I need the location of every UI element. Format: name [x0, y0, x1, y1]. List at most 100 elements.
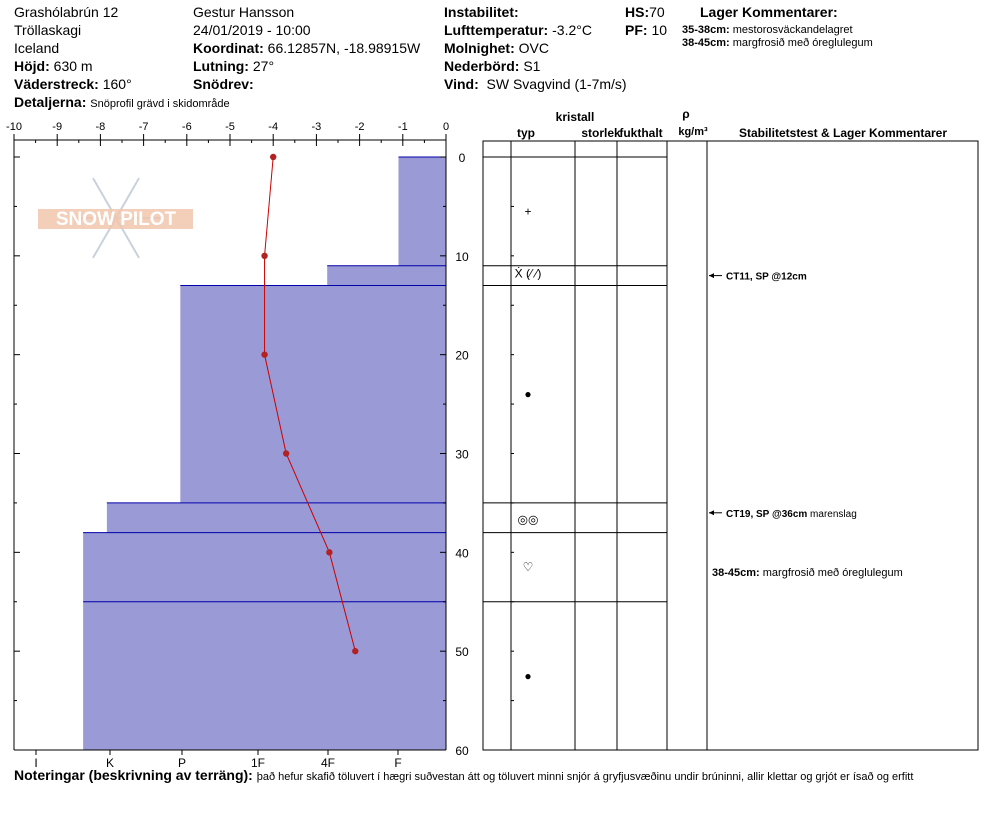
country-name: Iceland — [14, 40, 60, 56]
details-row: Detaljerna: Snöprofil grävd i skidområde — [14, 94, 230, 113]
watermark-band — [38, 209, 193, 229]
temperature-tick-label: -7 — [139, 121, 149, 133]
crystal-header: kristall — [556, 110, 595, 124]
pf-row: PF: 10 — [625, 22, 667, 39]
temperature-profile — [261, 153, 359, 655]
details-label: Detaljerna: — [14, 94, 87, 110]
temperature-tick-label: -5 — [225, 121, 235, 133]
depth-tick-label: 30 — [455, 448, 469, 462]
depth-tick-label: 20 — [455, 349, 469, 363]
notes-label: Noteringar (beskrivning av terräng): — [14, 767, 253, 783]
grain-type-symbol: ◎◎ — [518, 513, 539, 527]
layer-comment-1-text: mestorosväckandelagret — [732, 24, 853, 36]
hardness-bar — [83, 532, 447, 602]
clouds-label: Molnighet: — [444, 40, 515, 56]
snowdrift-label: Snödrev: — [193, 76, 254, 92]
hardness-tick-label: 4F — [321, 756, 335, 770]
hs-label: HS: — [625, 4, 650, 20]
notes-text: það hefur skafið töluvert í hægri suðves… — [256, 771, 914, 783]
grain-type-symbol: + — [524, 204, 531, 218]
instability-row: Instabilitet: — [444, 4, 519, 21]
temperature-tick-label: -2 — [355, 121, 365, 133]
clouds-value: OVC — [518, 40, 549, 56]
depth-tick-label: 0 — [459, 151, 466, 165]
depth-tick-label: 10 — [455, 250, 469, 264]
elevation-value: 630 m — [53, 58, 93, 74]
hardness-tick-label: K — [106, 756, 114, 770]
stability-test-label: CT19, SP @36cm marenslag — [726, 509, 857, 520]
grain-type-symbol: ● — [524, 669, 531, 683]
aspect-label: Väderstreck: — [14, 76, 99, 92]
layer-comment-2-range: 38-45cm: — [682, 37, 730, 49]
temperature-tick-label: 0 — [443, 121, 449, 133]
layer-comment-2-text: margfrosið með óreglulegum — [732, 37, 873, 49]
temperature-tick-label: -1 — [398, 121, 408, 133]
snowdrift-row: Snödrev: — [193, 76, 254, 93]
stability-arrow-head — [709, 510, 714, 516]
stability-header: Stabilitetstest & Lager Kommentarer — [739, 126, 947, 140]
aspect-value: 160° — [102, 76, 132, 92]
grain-type-symbol: ● — [524, 387, 531, 401]
details-value: Snöprofil grävd i skidområde — [90, 98, 230, 110]
grain-type-symbol: ♡ — [523, 560, 534, 574]
hardness-bar — [327, 265, 446, 286]
pf-value: 10 — [651, 22, 668, 38]
density-unit-header: kg/m³ — [678, 126, 708, 138]
hardness-bar — [83, 601, 447, 750]
hardness-bar — [106, 502, 446, 533]
table-layer-comment: 38-45cm: margfrosið með óreglulegum — [712, 567, 903, 579]
precip-value: S1 — [523, 58, 541, 74]
temperature-point — [261, 351, 268, 358]
slope-row: Lutning: 27° — [193, 58, 274, 75]
hardness-tick-label: P — [178, 756, 186, 770]
type-header: typ — [517, 126, 535, 140]
coordinate-label: Koordinat: — [193, 40, 264, 56]
elevation-label: Höjd: — [14, 58, 50, 74]
pf-label: PF: — [625, 22, 648, 38]
instability-label: Instabilitet: — [444, 4, 519, 20]
snow-profile-chart: SNOW PILOT -10 -9 -8 -7 -6 -5 -4 -3 -2 -1 00102030… — [6, 107, 979, 770]
hardness-bar — [180, 285, 446, 503]
depth-tick-label: 60 — [455, 744, 469, 758]
coordinate-row: Koordinat: 66.12857N, -18.98915W — [193, 40, 420, 57]
layer-comment-1-range: 35-38cm: — [682, 24, 730, 36]
observer-name: Gestur Hansson — [193, 4, 295, 20]
elevation-row: Höjd: 630 m — [14, 58, 93, 75]
region-name: Tröllaskagi — [14, 22, 82, 38]
hs-value: 70 — [649, 4, 665, 20]
terrain-notes: Noteringar (beskrivning av terräng): það… — [14, 767, 913, 783]
temperature-point — [270, 153, 277, 161]
layer-comments-title: Lager Kommentarer: — [700, 4, 838, 21]
hardness-tick-label: 1F — [251, 756, 265, 770]
temperature-point — [326, 549, 333, 556]
slope-value: 27° — [252, 58, 275, 74]
hardness-tick-label: I — [34, 756, 37, 770]
precip-label: Nederbörd: — [444, 58, 520, 74]
airtemp-label: Lufttemperatur: — [444, 22, 549, 38]
temperature-tick-label: -4 — [268, 121, 278, 133]
wind-label: Vind: — [444, 76, 479, 92]
temperature-point — [282, 450, 290, 457]
temperature-tick-label: -3 — [312, 121, 322, 133]
size-header: storlek — [581, 126, 621, 140]
observation-datetime: 24/01/2019 - 10:00 — [193, 22, 311, 38]
watermark-text: SNOW PILOT — [56, 209, 177, 230]
rho-header: ρ — [682, 107, 689, 121]
layer-comments-title-text: Lager Kommentarer: — [700, 4, 838, 20]
precip-row: Nederbörd: S1 — [444, 58, 540, 75]
hs-row: HS:70 — [625, 4, 665, 21]
slope-label: Lutning: — [193, 58, 249, 74]
temperature-tick-label: -6 — [182, 121, 192, 133]
wind-value: SW Svagvind (1-7m/s) — [486, 76, 627, 92]
hardness-profile — [83, 156, 447, 750]
wind-row: Vind: SW Svagvind (1-7m/s) — [444, 76, 627, 93]
hardness-bar — [398, 157, 446, 266]
coordinate-value: 66.12857N, -18.98915W — [267, 40, 421, 56]
stability-test-label: CT11, SP @12cm — [726, 272, 807, 283]
hardness-tick-label: F — [394, 756, 401, 770]
temperature-line — [264, 156, 356, 652]
layer-comment-1: 35-38cm: mestorosväckandelagret — [682, 24, 853, 37]
layer-comment-2: 38-45cm: margfrosið með óreglulegum — [682, 37, 873, 50]
location-name: Grashólabrún 12 — [14, 4, 119, 20]
